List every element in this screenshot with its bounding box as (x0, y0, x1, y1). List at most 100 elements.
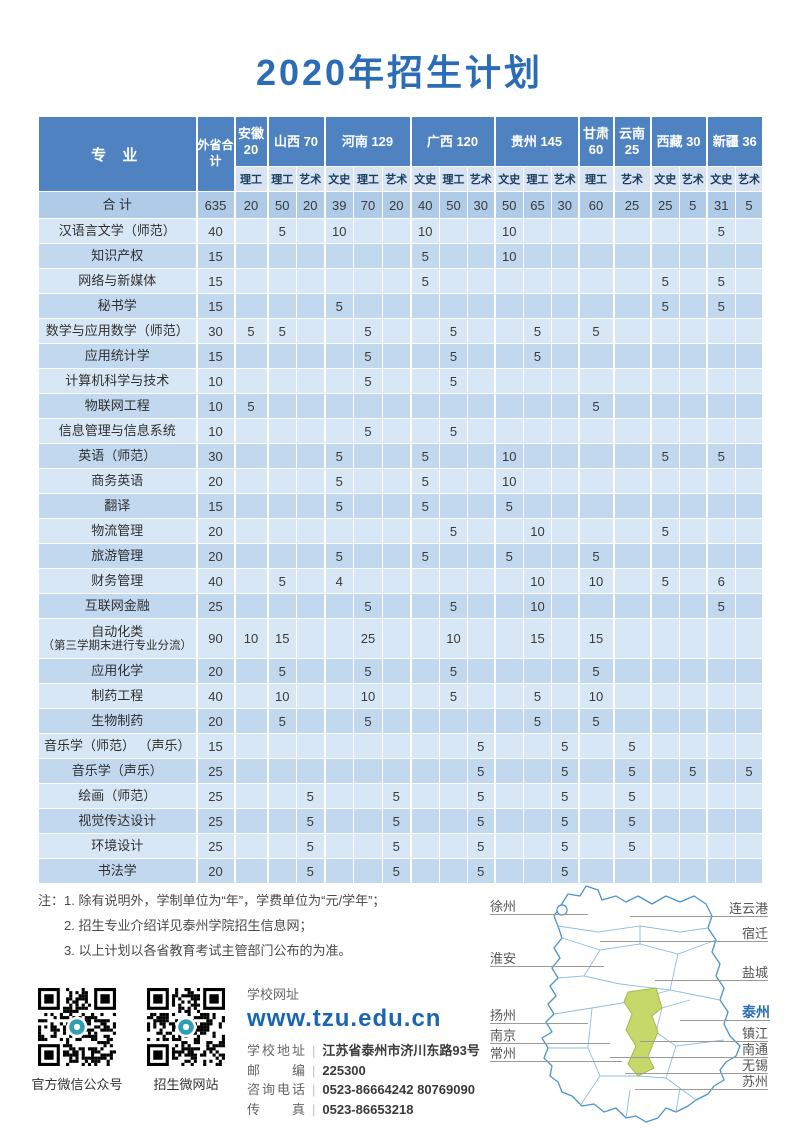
value-cell (409, 708, 440, 734)
table-row: 计算机科学与技术 10 5 5 (38, 368, 763, 394)
value-cell (493, 733, 524, 759)
major-cell: 网络与新媒体 (38, 268, 197, 294)
value-cell (551, 443, 579, 469)
value-cell (577, 293, 614, 319)
value-cell (353, 733, 383, 759)
value-cell (296, 708, 325, 734)
major-name: 英语（师范） (78, 448, 157, 464)
value-cell (233, 443, 268, 469)
value-cell: 5 (705, 268, 736, 294)
value-cell (353, 468, 383, 494)
value-cell (679, 493, 707, 519)
value-cell (735, 833, 763, 859)
value-cell (649, 733, 680, 759)
value-cell (233, 368, 268, 394)
value-cell (382, 393, 411, 419)
value-cell (493, 343, 524, 369)
value-cell (705, 493, 736, 519)
value-cell (679, 833, 707, 859)
total-cell: 25 (195, 833, 235, 859)
major-cell: 旅游管理 (38, 543, 197, 569)
value-cell (493, 808, 524, 834)
value-cell (649, 243, 680, 269)
value-cell (551, 518, 579, 544)
value-cell (233, 593, 268, 619)
value-cell: 5 (266, 568, 297, 594)
value-cell (382, 708, 411, 734)
value-cell (523, 783, 552, 809)
value-cell (409, 783, 440, 809)
website-url[interactable]: www.tzu.edu.cn (247, 1005, 442, 1032)
total-cell: 25 (195, 783, 235, 809)
value-cell (296, 243, 325, 269)
value-cell (735, 518, 763, 544)
value-cell (679, 268, 707, 294)
total-cell: 40 (195, 218, 235, 244)
value-cell (523, 418, 552, 444)
notes: 注：1. 除有说明外，学制单位为“年”，学费单位为“元/学年”； 2. 招生专业… (38, 888, 385, 963)
value-cell: 5 (467, 858, 495, 884)
value-cell (735, 808, 763, 834)
value-cell: 5 (353, 318, 383, 344)
value-cell: 5 (551, 758, 579, 784)
major-name: 书法学 (97, 863, 137, 879)
value-cell (612, 518, 651, 544)
value-cell (577, 833, 614, 859)
value-cell (382, 683, 411, 709)
category-subheader: 文史 (493, 166, 524, 192)
province-header: 贵州 145 (493, 116, 579, 167)
value-cell (353, 443, 383, 469)
value-cell (577, 468, 614, 494)
value-cell: 25 (612, 191, 651, 219)
value-cell: 5 (577, 543, 614, 569)
value-cell (439, 293, 468, 319)
table-row: 绘画（师范） 25 5 5 5 5 5 (38, 783, 763, 809)
value-cell (382, 468, 411, 494)
value-cell (523, 658, 552, 684)
value-cell (705, 618, 736, 659)
total-cell: 40 (195, 683, 235, 709)
value-cell (266, 268, 297, 294)
total-cell: 90 (195, 618, 235, 659)
major-column-header: 专 业 (38, 116, 197, 192)
major-name: 汉语言文学（师范） (58, 223, 176, 239)
major-cell: 视觉传达设计 (38, 808, 197, 834)
value-cell (612, 243, 651, 269)
value-cell (493, 658, 524, 684)
value-cell: 25 (649, 191, 680, 219)
value-cell: 5 (705, 443, 736, 469)
value-cell (523, 293, 552, 319)
table-row: 应用统计学 15 5 5 5 (38, 343, 763, 369)
value-cell (233, 683, 268, 709)
value-cell (353, 243, 383, 269)
value-cell: 5 (612, 833, 651, 859)
value-cell: 5 (296, 808, 325, 834)
value-cell: 10 (233, 618, 268, 659)
major-cell: 合 计 (38, 191, 197, 219)
value-cell: 10 (493, 243, 524, 269)
value-cell: 5 (649, 568, 680, 594)
value-cell: 5 (735, 758, 763, 784)
value-cell (493, 568, 524, 594)
value-cell: 5 (353, 343, 383, 369)
address-label: 学校地址 (247, 1043, 305, 1058)
value-cell (577, 343, 614, 369)
major-cell: 秘书学 (38, 293, 197, 319)
value-cell: 5 (612, 808, 651, 834)
value-cell (296, 683, 325, 709)
value-cell (705, 468, 736, 494)
value-cell: 10 (523, 568, 552, 594)
major-name: 合 计 (102, 197, 133, 213)
value-cell: 5 (323, 443, 354, 469)
value-cell (577, 593, 614, 619)
value-cell (266, 443, 297, 469)
major-name: 视觉传达设计 (78, 813, 157, 829)
value-cell (649, 468, 680, 494)
value-cell (266, 293, 297, 319)
value-cell (382, 568, 411, 594)
value-cell (649, 858, 680, 884)
value-cell (409, 318, 440, 344)
admissions-qr-label: 招生微网站 (153, 1077, 219, 1092)
value-cell (439, 568, 468, 594)
phone-row: 咨询电话 | 0523-86664242 80769090 (247, 1080, 480, 1100)
